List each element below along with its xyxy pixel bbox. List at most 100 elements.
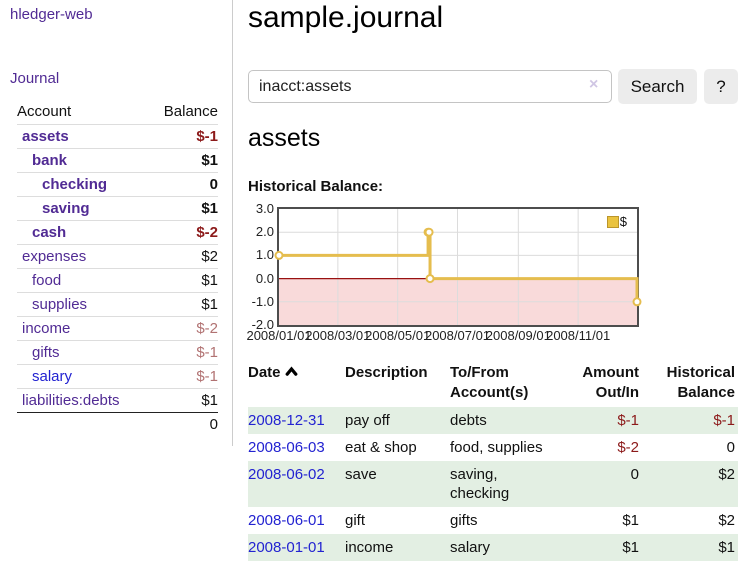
transaction-description: pay off: [345, 412, 390, 429]
transaction-date-link[interactable]: 2008-06-03: [248, 439, 325, 456]
transaction-description: eat & shop: [345, 439, 417, 456]
account-row: bank $1: [17, 148, 218, 173]
account-row: assets $-1: [17, 124, 218, 149]
app-title-link[interactable]: hledger-web: [10, 6, 93, 23]
register-header-accounts: To/From Account(s): [450, 364, 529, 401]
date-header-label: Date: [248, 364, 281, 381]
account-link-checking[interactable]: checking: [42, 176, 108, 193]
account-row: liabilities:debts $1: [17, 388, 218, 413]
account-balance: $1: [148, 388, 218, 413]
transaction-date-link[interactable]: 2008-12-31: [248, 412, 325, 429]
account-link-assets[interactable]: assets: [22, 128, 69, 145]
register-header-description: Description: [345, 364, 428, 381]
legend-swatch: [606, 215, 619, 228]
x-tick-label: 2008/07/01: [424, 328, 491, 343]
transaction-balance: 0: [726, 439, 735, 456]
register-table: Date Description To/From Account(s) Amou…: [248, 361, 738, 561]
help-button[interactable]: ?: [704, 69, 738, 104]
transaction-description: gift: [345, 512, 366, 529]
search-input[interactable]: [248, 70, 612, 103]
register-header-date[interactable]: Date: [248, 361, 345, 407]
transaction-amount: 0: [630, 466, 639, 483]
account-balance: $1: [148, 268, 218, 293]
chart-title: Historical Balance:: [248, 178, 384, 195]
clear-search-icon[interactable]: ×: [589, 76, 599, 93]
account-link-food[interactable]: food: [32, 272, 62, 289]
account-balance: $1: [148, 196, 218, 221]
account-link-income[interactable]: income: [22, 320, 71, 337]
account-link-gifts[interactable]: gifts: [32, 344, 60, 361]
account-balance: $-1: [148, 364, 218, 389]
transaction-accounts: gifts: [450, 512, 478, 529]
register-row: 2008-06-02 save saving, checking 0 $2: [248, 461, 738, 507]
account-balance: $-2: [148, 316, 218, 341]
chart-legend: $: [606, 214, 627, 229]
account-row: cash $-2: [17, 220, 218, 245]
account-row: income $-2: [17, 316, 218, 341]
account-balance: $-1: [148, 124, 218, 149]
account-link-liabilities-debts[interactable]: liabilities:debts: [22, 392, 120, 409]
y-tick-label: -2.0: [251, 317, 274, 332]
transaction-amount: $-2: [617, 439, 639, 456]
transaction-accounts: saving, checking: [450, 466, 510, 502]
accounts-total-row: 0: [17, 412, 218, 436]
account-balance: 0: [148, 172, 218, 197]
historical-balance-chart: 3.0 2.0 1.0 0.0 -1.0 -2.0 $ 2008/01/01 2008/03…: [246, 201, 642, 347]
account-balance: $-1: [148, 340, 218, 365]
register-row: 2008-06-01 gift gifts $1 $2: [248, 507, 738, 534]
transaction-date-link[interactable]: 2008-06-02: [248, 466, 325, 483]
register-row: 2008-01-01 income salary $1 $1: [248, 534, 738, 561]
account-row: food $1: [17, 268, 218, 293]
account-balance: $1: [148, 292, 218, 317]
accounts-table-body: assets $-1 bank $1 checking 0 saving $1 cash $-2 e…: [17, 124, 218, 436]
account-heading: assets: [248, 124, 321, 152]
transaction-balance: $1: [718, 539, 735, 556]
chart-canvas: [274, 209, 642, 325]
transaction-accounts: debts: [450, 412, 487, 429]
accounts-total-value: 0: [148, 412, 218, 436]
transaction-description: save: [345, 466, 377, 483]
transaction-date-link[interactable]: 2008-01-01: [248, 539, 325, 556]
legend-label: $: [619, 214, 627, 229]
transaction-amount: $1: [622, 512, 639, 529]
account-row: gifts $-1: [17, 340, 218, 365]
account-row: expenses $2: [17, 244, 218, 269]
register-header-amount: Amount Out/In: [582, 364, 639, 401]
account-row: supplies $1: [17, 292, 218, 317]
sidebar: hledger-web Journal Account Balance asse…: [0, 0, 233, 446]
transaction-accounts: salary: [450, 539, 491, 556]
chevron-up-icon: [285, 366, 297, 376]
transaction-date-link[interactable]: 2008-06-01: [248, 512, 325, 529]
account-link-expenses[interactable]: expenses: [22, 248, 87, 265]
x-tick-label: 2008/05/01: [365, 328, 431, 343]
register-row: 2008-06-03 eat & shop food, supplies $-2 0: [248, 434, 738, 461]
page-title: sample.journal: [248, 1, 444, 34]
register-header-balance: Historical Balance: [666, 364, 735, 401]
x-tick-label: 2008/01/01: [246, 328, 312, 343]
transaction-balance: $-1: [713, 412, 735, 429]
x-tick-label: 2008/11/01: [546, 328, 611, 343]
y-tick-label: -1.0: [251, 293, 274, 309]
account-row: saving $1: [17, 196, 218, 221]
account-row: checking 0: [17, 172, 218, 197]
x-tick-label: 2008/03/01: [305, 328, 371, 343]
account-link-saving[interactable]: saving: [42, 200, 90, 217]
transaction-description: income: [345, 539, 394, 556]
chart-plot: $: [274, 207, 642, 327]
search-button[interactable]: Search: [618, 69, 697, 104]
y-tick-label: 2.0: [255, 224, 274, 240]
register-row: 2008-12-31 pay off debts $-1 $-1: [248, 407, 738, 434]
account-row: salary $-1: [17, 364, 218, 389]
sidebar-item-journal[interactable]: Journal: [10, 70, 60, 87]
account-balance: $2: [148, 244, 218, 269]
account-link-supplies[interactable]: supplies: [32, 296, 88, 313]
account-link-bank[interactable]: bank: [32, 152, 68, 169]
account-link-salary[interactable]: salary: [32, 368, 73, 385]
y-tick-label: 0.0: [255, 270, 274, 286]
account-link-cash[interactable]: cash: [32, 224, 67, 241]
y-tick-label: 1.0: [255, 247, 274, 263]
accounts-header-account: Account: [17, 103, 72, 120]
transaction-accounts: food, supplies: [450, 439, 543, 456]
transaction-balance: $2: [718, 466, 735, 483]
